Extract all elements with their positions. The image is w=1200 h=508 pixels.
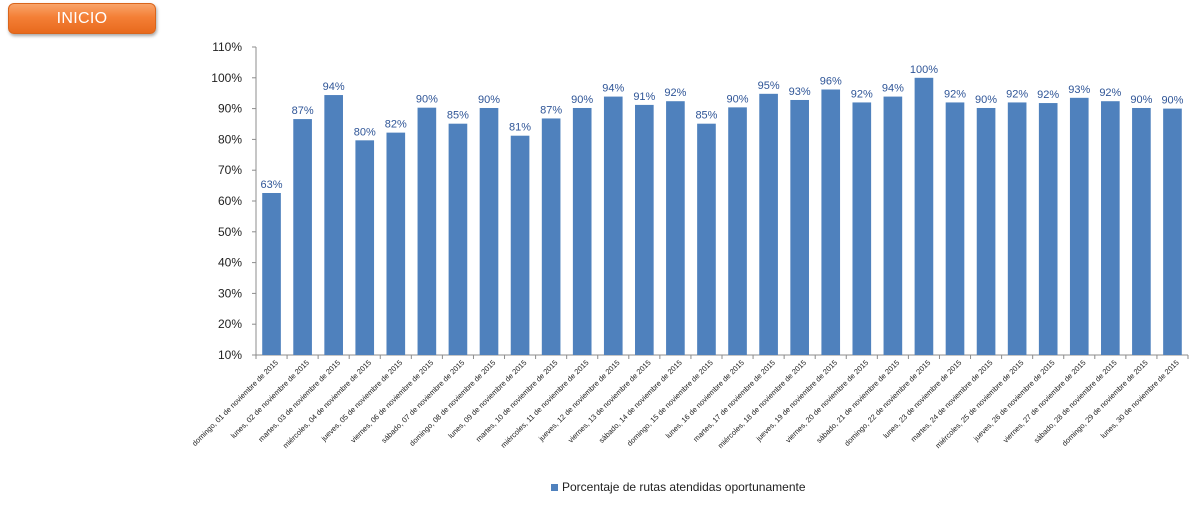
bar-data-label: 81%: [509, 122, 531, 134]
bar-data-label: 90%: [571, 94, 593, 106]
bar: [1163, 108, 1182, 355]
bar-data-label: 100%: [910, 64, 938, 76]
bar-data-label: 92%: [1037, 89, 1059, 101]
bar: [293, 119, 312, 356]
bar: [945, 102, 965, 355]
bar: [448, 123, 468, 355]
bar: [510, 135, 530, 355]
bar-data-label: 94%: [323, 81, 345, 93]
bar: [262, 192, 281, 355]
bar: [572, 107, 592, 355]
bar: [914, 77, 934, 356]
bar: [603, 96, 623, 355]
bar-data-label: 63%: [261, 179, 283, 191]
chart-bars: [262, 77, 1182, 356]
bar-data-label: 96%: [820, 76, 842, 88]
y-tick-label: 90%: [218, 102, 242, 116]
bar-data-label: 90%: [975, 94, 997, 106]
bar: [417, 107, 437, 356]
bar: [355, 140, 375, 355]
bar-data-label: 95%: [758, 80, 780, 92]
bar: [1101, 101, 1120, 355]
y-axis-ticks: 10% 20% 30% 40% 50% 60% 70% 80% 90% 100% 110%: [211, 40, 256, 362]
y-tick-label: 20%: [218, 317, 242, 331]
bar-data-label: 93%: [1068, 84, 1090, 96]
bar-data-label: 90%: [478, 94, 500, 106]
bar: [821, 89, 841, 355]
bar-data-label: 92%: [1006, 88, 1028, 100]
bar-data-label: 92%: [664, 87, 686, 99]
bar-data-label: 90%: [1130, 94, 1152, 106]
bar-data-label: 85%: [447, 110, 469, 122]
bar: [1007, 102, 1027, 355]
bar-data-label: 94%: [882, 83, 904, 95]
bar-data-label: 85%: [695, 110, 717, 122]
bar: [1069, 97, 1089, 355]
bar: [697, 123, 716, 355]
bar-data-label: 80%: [354, 126, 376, 138]
bar: [852, 102, 872, 355]
bar-data-label: 87%: [540, 104, 562, 116]
y-tick-label: 60%: [218, 194, 242, 208]
bar-data-label: 90%: [1161, 95, 1183, 107]
bar-data-label: 94%: [602, 83, 624, 95]
bar: [759, 93, 778, 355]
bar-data-label: 92%: [1099, 87, 1121, 99]
bar-data-label: 93%: [789, 86, 811, 98]
bar: [386, 132, 406, 355]
chart-legend: Porcentaje de rutas atendidas oportuname…: [551, 480, 806, 494]
bar-data-label: 92%: [944, 88, 966, 100]
y-tick-label: 80%: [218, 132, 242, 146]
legend-label: Porcentaje de rutas atendidas oportuname…: [562, 480, 806, 494]
y-tick-label: 50%: [218, 225, 242, 239]
bar-data-label: 91%: [633, 91, 655, 103]
data-labels: 63% 87% 94% 80% 82% 90% 85% 90% 81% 87% 90% 94% 91% 9…: [261, 64, 1184, 191]
bar: [479, 107, 499, 355]
bar: [1132, 107, 1151, 355]
bar-data-label: 90%: [416, 94, 438, 106]
y-tick-label: 30%: [218, 286, 242, 300]
bar-data-label: 87%: [292, 105, 314, 117]
bar: [976, 107, 996, 355]
y-tick-label: 10%: [218, 348, 242, 362]
bar: [883, 96, 903, 355]
y-tick-label: 70%: [218, 163, 242, 177]
bar: [666, 101, 685, 355]
bar: [728, 107, 747, 355]
bar-data-label: 90%: [727, 93, 749, 105]
y-tick-label: 100%: [211, 71, 242, 85]
y-tick-label: 110%: [212, 40, 242, 54]
bar: [635, 104, 654, 356]
bar: [541, 118, 561, 356]
bar: [790, 99, 809, 355]
inicio-button[interactable]: INICIO: [8, 3, 156, 34]
bar: [324, 95, 343, 355]
legend-swatch: [551, 484, 558, 491]
bar-data-label: 92%: [851, 88, 873, 100]
bar-data-label: 82%: [385, 119, 407, 131]
y-tick-label: 40%: [218, 256, 242, 270]
bar: [1038, 103, 1058, 355]
